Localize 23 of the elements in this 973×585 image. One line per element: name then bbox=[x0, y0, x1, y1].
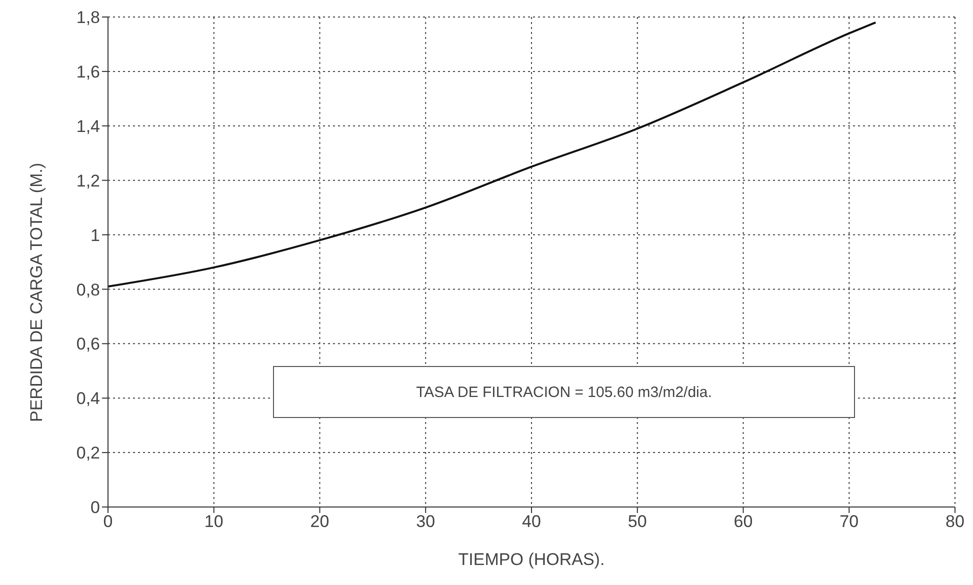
y-tick-label: 1,4 bbox=[76, 116, 100, 136]
y-tick-label: 1,2 bbox=[76, 171, 100, 190]
y-tick-label: 0,6 bbox=[76, 334, 100, 354]
y-tick-label: 1,6 bbox=[76, 62, 100, 82]
x-tick-label: 30 bbox=[416, 512, 436, 532]
x-tick-label: 20 bbox=[310, 512, 330, 532]
y-tick-label: 0,4 bbox=[76, 389, 100, 408]
y-tick-label: 0,8 bbox=[76, 280, 100, 300]
x-tick-label: 80 bbox=[946, 512, 964, 532]
y-tick-label: 0,2 bbox=[76, 444, 100, 463]
y-axis-title: PERDIDA DE CARGA TOTAL (M.) bbox=[27, 162, 46, 422]
x-tick-label: 60 bbox=[734, 512, 753, 532]
x-tick-label: 50 bbox=[628, 512, 647, 532]
x-tick-label: 40 bbox=[522, 512, 541, 532]
x-axis-title: TIEMPO (HORAS). bbox=[458, 550, 605, 569]
y-tick-label: 1 bbox=[90, 226, 100, 245]
note-box: TASA DE FILTRACION = 105.60 m3/m2/dia. bbox=[273, 366, 855, 418]
x-tick-label: 0 bbox=[103, 512, 113, 532]
x-tick-label: 70 bbox=[840, 512, 859, 532]
line-series bbox=[108, 21, 877, 288]
x-tick-label: 10 bbox=[204, 512, 224, 532]
y-tick-label: 0 bbox=[90, 498, 100, 518]
y-tick-label: 1,8 bbox=[76, 8, 100, 28]
